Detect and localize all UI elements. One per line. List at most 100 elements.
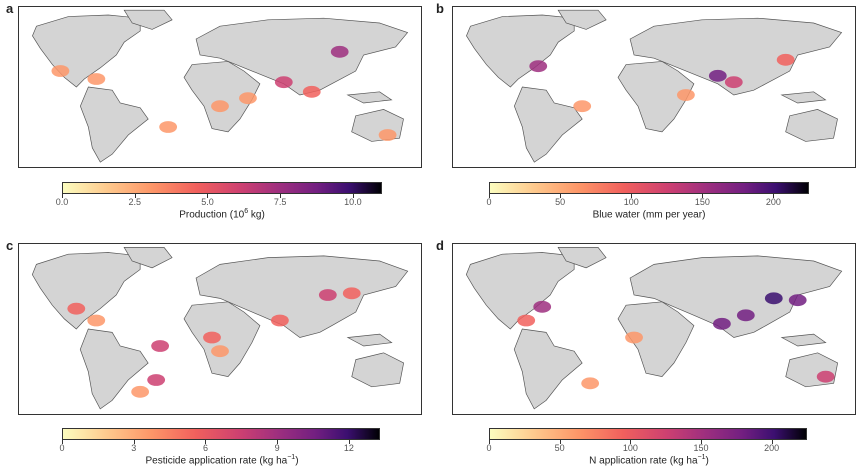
colorbar-tick-mark [62,194,63,198]
colorbar-tick-mark [560,194,562,198]
colorbar-tick-label: 3 [131,443,137,453]
data-hotspot [87,314,106,327]
land-mass [32,14,141,88]
land-mass [780,91,827,104]
colorbar-nitrogen [489,428,807,440]
colorbar-tick-label: 100 [622,443,638,453]
colorbar-tick-label: 200 [764,443,780,453]
land-mass [617,61,695,133]
land-mass [557,9,607,30]
data-hotspot [764,292,783,305]
colorbar-label-blue-water: Blue water (mm per year) [592,209,706,221]
colorbar-tick-label: 9 [274,443,280,453]
data-hotspot [271,314,289,327]
land-mass [123,9,173,30]
map-svg [31,247,409,410]
colorbar-tick-label: 0 [486,443,492,453]
colorbar-label-production: Production (106 kg) [179,208,265,221]
data-hotspot [211,345,229,358]
colorbar-tick-label: 7.5 [273,197,287,207]
land-mass [346,91,393,104]
data-hotspot [274,76,293,89]
colorbar-tick-label: 10.0 [344,197,362,207]
land-mass [785,109,838,142]
colorbar-tick-mark [133,440,135,444]
colorbar-tick-label: 2.5 [128,197,141,207]
colorbar-tick-mark [352,194,354,198]
land-mass [629,17,843,96]
data-hotspot [625,331,643,344]
panel-letter-a: a [6,1,14,16]
data-hotspot [203,331,221,344]
data-hotspot [529,60,548,73]
land-mass [123,247,173,269]
colorbar-tick-mark [489,440,490,444]
colorbar-tick-mark [62,440,63,444]
colorbar-tick-label: 0.0 [55,197,69,207]
colorbar-tick-mark [771,440,773,444]
colorbar-tick-label: 6 [202,443,208,453]
data-hotspot [677,89,695,101]
land-mass [346,333,393,347]
land-mass [183,61,261,133]
data-hotspot [51,65,70,77]
panel-letter-b: b [436,1,444,16]
data-hotspot [147,374,166,386]
colorbar-tick-mark [207,194,209,198]
colorbar-tick-mark [773,194,775,198]
colorbar-tick-label: 150 [693,443,709,453]
data-hotspot [318,289,337,301]
land-mass [195,255,409,338]
map-svg [32,9,409,163]
data-hotspot [330,45,349,58]
colorbar-label-pesticide: Pesticide application rate (kg ha−1) [145,454,299,467]
colorbar-tick-label: 50 [554,443,565,453]
data-hotspot [211,100,229,113]
colorbar-tick-mark [280,194,282,198]
colorbar-tick-mark [134,194,136,198]
colorbar-tick-mark [702,194,704,198]
data-hotspot [67,302,86,315]
colorbar-tick-mark [630,440,632,444]
data-hotspot [736,309,755,322]
colorbar-blue-water [489,182,809,194]
land-mass [513,328,583,410]
world-map-blue-water [452,6,856,168]
colorbar-tick-label: 100 [623,197,639,207]
land-mass [351,352,405,388]
data-hotspot [713,317,731,330]
world-map-production [18,6,422,168]
land-mass [195,17,409,96]
colorbar-tick-mark [559,440,561,444]
colorbar-tick-mark [277,440,279,444]
colorbar-tick-label: 5.0 [201,197,214,207]
colorbar-tick-label: 200 [765,197,781,207]
data-hotspot [131,385,150,398]
data-hotspot [788,294,807,307]
colorbar-tick-label: 150 [694,197,710,207]
land-mass [513,86,583,163]
land-mass [557,247,607,269]
colorbar-tick-mark [205,440,207,444]
map-svg [466,9,843,163]
data-hotspot [533,300,552,313]
data-hotspot [517,314,536,327]
data-hotspot [151,340,169,352]
data-hotspot [581,377,600,390]
colorbar-tick-mark [489,194,490,198]
data-hotspot [159,121,178,133]
data-hotspot [708,69,727,82]
data-hotspot [342,287,361,300]
colorbar-label-nitrogen: N application rate (kg ha−1) [589,454,709,467]
colorbar-tick-label: 50 [555,197,566,207]
data-hotspot [724,76,743,89]
land-mass [31,252,141,330]
colorbar-tick-label: 12 [343,443,354,453]
data-hotspot [573,100,592,113]
colorbar-production [62,182,382,194]
map-svg [465,247,843,410]
colorbar-tick-label: 0 [486,197,492,207]
land-mass [780,333,827,347]
land-mass [629,255,843,338]
panel-letter-d: d [436,238,444,253]
